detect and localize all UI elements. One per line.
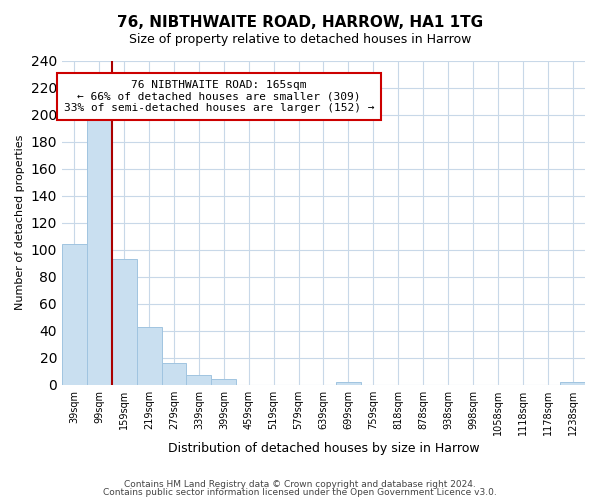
Bar: [187, 376, 211, 385]
Bar: [336, 382, 361, 385]
Bar: [560, 382, 585, 385]
Bar: [112, 259, 137, 385]
Bar: [87, 114, 112, 385]
Text: 76, NIBTHWAITE ROAD, HARROW, HA1 1TG: 76, NIBTHWAITE ROAD, HARROW, HA1 1TG: [117, 15, 483, 30]
Bar: [62, 244, 87, 385]
Text: 76 NIBTHWAITE ROAD: 165sqm
← 66% of detached houses are smaller (309)
33% of sem: 76 NIBTHWAITE ROAD: 165sqm ← 66% of deta…: [64, 80, 374, 113]
Bar: [211, 380, 236, 385]
Text: Contains HM Land Registry data © Crown copyright and database right 2024.: Contains HM Land Registry data © Crown c…: [124, 480, 476, 489]
X-axis label: Distribution of detached houses by size in Harrow: Distribution of detached houses by size …: [167, 442, 479, 455]
Y-axis label: Number of detached properties: Number of detached properties: [15, 135, 25, 310]
Text: Contains public sector information licensed under the Open Government Licence v3: Contains public sector information licen…: [103, 488, 497, 497]
Bar: [161, 363, 187, 385]
Bar: [137, 326, 161, 385]
Text: Size of property relative to detached houses in Harrow: Size of property relative to detached ho…: [129, 32, 471, 46]
